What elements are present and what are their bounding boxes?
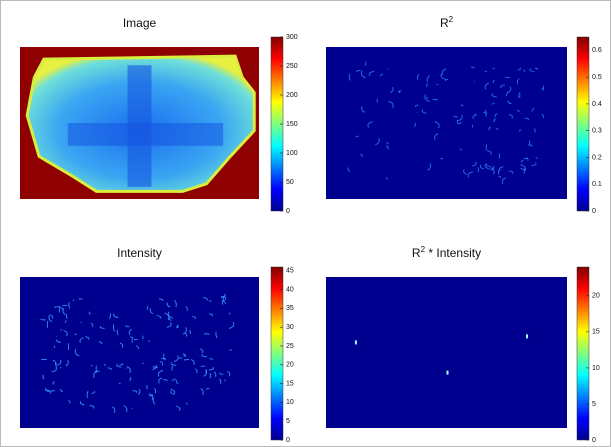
- colorbar-tick-label: 300: [286, 34, 298, 41]
- hotspot: [447, 371, 449, 375]
- speckle: [493, 68, 495, 69]
- colorbar-tick-label: 0.2: [592, 154, 602, 161]
- colorbar-tick-label: 150: [286, 121, 298, 128]
- colorbar-tick-label: 45: [286, 268, 294, 275]
- colorbar-tick-label: 0.4: [592, 101, 602, 108]
- figure: Image050100150200250300R200.10.20.30.40.…: [0, 0, 611, 447]
- hotspot: [526, 334, 528, 338]
- colorbar-tick-label: 5: [592, 401, 596, 408]
- colorbar-tick-label: 40: [286, 286, 294, 293]
- panel-title: Image: [123, 16, 157, 30]
- colorbar-tick-label: 30: [286, 324, 294, 331]
- speckle: [387, 143, 390, 144]
- colorbar-tick-label: 50: [286, 179, 294, 186]
- title-text: Intensity: [117, 246, 162, 260]
- panel-title: Intensity: [117, 246, 162, 260]
- colorbar-tick-label: 10: [286, 399, 294, 406]
- colorbar-tick-label: 10: [592, 365, 600, 372]
- image-background: [326, 47, 567, 199]
- speckle: [204, 334, 209, 335]
- colorbar-tick-label: 0: [286, 208, 290, 215]
- colorbar-tick-label: 5: [286, 418, 290, 425]
- image-cross: [68, 123, 223, 146]
- colorbar-tick-label: 250: [286, 63, 298, 70]
- speckle: [164, 354, 165, 361]
- colorbar-tick-label: 100: [286, 150, 298, 157]
- title-suffix: * Intensity: [425, 246, 481, 260]
- colorbar-tick-label: 20: [592, 293, 600, 300]
- colorbar-tick-label: 0: [286, 437, 290, 444]
- colorbar-tick-label: 0.6: [592, 47, 602, 54]
- title-text: R: [440, 16, 449, 30]
- colorbar-tick-label: 35: [286, 305, 294, 312]
- colorbar: [577, 267, 589, 440]
- colorbar-tick-label: 15: [592, 329, 600, 336]
- title-text: R: [412, 246, 421, 260]
- colorbar: [271, 267, 283, 440]
- speckle: [119, 383, 120, 384]
- colorbar-tick-label: 20: [286, 362, 294, 369]
- hotspot: [355, 340, 357, 344]
- colorbar-tick-label: 0.3: [592, 128, 602, 135]
- colorbar-tick-label: 200: [286, 92, 298, 99]
- colorbar-tick-label: 25: [286, 343, 294, 350]
- colorbar-tick-label: 0.1: [592, 181, 602, 188]
- title-superscript: 2: [449, 15, 454, 24]
- colorbar-tick-label: 0: [592, 437, 596, 444]
- title-text: Image: [123, 16, 157, 30]
- colorbar-tick-label: 0.5: [592, 74, 602, 81]
- image-background: [326, 277, 567, 428]
- speckle: [225, 380, 226, 382]
- colorbar-tick-label: 15: [286, 380, 294, 387]
- colorbar-tick-label: 0: [592, 208, 596, 215]
- colorbar: [577, 37, 589, 211]
